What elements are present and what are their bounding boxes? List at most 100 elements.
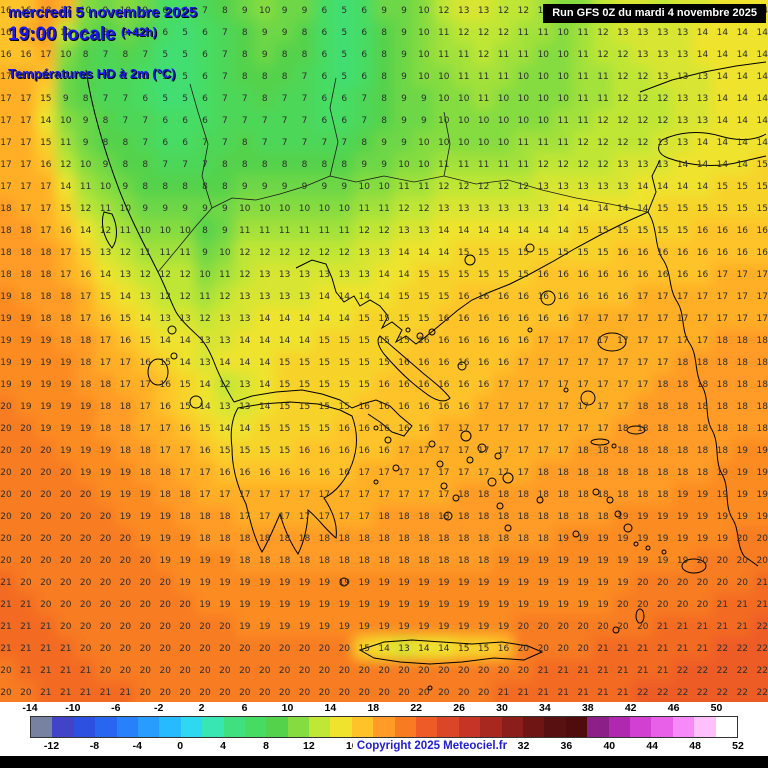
temp-cell: [652, 372, 673, 396]
temp-value: 19: [418, 600, 430, 610]
temp-cell: [274, 86, 295, 110]
temp-value: 14: [677, 182, 689, 192]
scale-label-52: 52: [732, 740, 744, 752]
temp-value: 17: [478, 424, 489, 434]
temp-cell: [592, 240, 614, 264]
temp-value: 10: [538, 72, 550, 82]
temp-cell: [751, 240, 768, 264]
temp-cell: [413, 64, 435, 88]
temp-value: 12: [259, 248, 270, 258]
temp-cell: [373, 548, 395, 572]
temp-value: 6: [162, 116, 168, 126]
temp-cell: [154, 174, 176, 198]
temp-value: 20: [60, 622, 72, 632]
temp-value: 10: [120, 6, 132, 16]
temp-cell: [254, 218, 275, 242]
temp-cell: [473, 438, 494, 462]
temp-cell: [75, 262, 96, 286]
temp-value: 14: [756, 72, 768, 82]
temp-cell: [294, 240, 315, 264]
temp-cell: [632, 570, 653, 594]
temp-value: 19: [756, 468, 768, 478]
temp-value: 18: [677, 402, 689, 412]
temp-value: 16: [657, 270, 669, 280]
temp-value: 16: [199, 446, 211, 456]
temp-cell: [751, 372, 768, 396]
temp-cell: [433, 592, 454, 616]
temp-cell: [513, 240, 534, 264]
temp-value: 14: [737, 50, 749, 60]
temp-cell: [513, 174, 534, 198]
temp-cell: [712, 108, 733, 132]
temp-cell: [572, 394, 594, 418]
temp-value: 19: [159, 534, 171, 544]
temp-cell: [334, 658, 355, 682]
temp-value: 16: [458, 358, 470, 368]
temp-value: 14: [199, 402, 211, 412]
temp-value: 14: [498, 226, 510, 236]
temp-cell: [95, 636, 116, 660]
temp-cell: [672, 218, 693, 242]
temp-cell: [652, 460, 673, 484]
temp-value: 9: [302, 6, 308, 16]
temp-cell: [413, 482, 435, 506]
temp-value: 15: [80, 248, 91, 258]
temp-value: 20: [219, 688, 231, 698]
temp-cell: [135, 394, 156, 418]
temp-cell: [672, 482, 693, 506]
forecast-offset: (+42h): [121, 25, 157, 39]
temp-cell: [194, 394, 216, 418]
temp-cell: [95, 592, 116, 616]
temp-value: 18: [677, 380, 689, 390]
temp-value: 6: [182, 6, 188, 16]
temp-value: 12: [478, 28, 489, 38]
temp-value: 18: [717, 424, 729, 434]
temp-value: 18: [597, 512, 609, 522]
temp-value: 13: [299, 270, 310, 280]
temp-cell: [234, 284, 255, 308]
temp-cell: [115, 636, 136, 660]
temp-value: 19: [438, 578, 450, 588]
temp-value: 15: [577, 226, 588, 236]
temp-cell: [433, 86, 454, 110]
temp-cell: [493, 130, 514, 154]
temp-cell: [174, 614, 196, 638]
temp-value: 19: [179, 534, 191, 544]
temp-cell: [632, 130, 653, 154]
temp-cell: [413, 570, 435, 594]
temp-value: 19: [717, 534, 729, 544]
temp-cell: [214, 350, 236, 374]
temp-value: 19: [100, 490, 112, 500]
temp-cell: [214, 0, 236, 22]
temp-cell: [314, 64, 335, 88]
temp-value: 7: [222, 28, 228, 38]
temp-value: 16: [617, 248, 629, 258]
temp-value: 9: [401, 6, 407, 16]
temp-value: 14: [737, 94, 749, 104]
temp-cell: [572, 240, 594, 264]
temp-value: 17: [717, 270, 728, 280]
temp-value: 20: [677, 600, 689, 610]
temp-value: 14: [259, 380, 271, 390]
temp-value: 19: [199, 578, 211, 588]
temp-value: 14: [339, 314, 351, 324]
temp-cell: [552, 438, 574, 462]
temp-cell: [552, 130, 574, 154]
temp-cell: [433, 20, 454, 44]
temp-cell: [95, 262, 116, 286]
temp-value: 12: [637, 138, 648, 148]
temp-cell: [135, 350, 156, 374]
temp-cell: [15, 284, 37, 308]
temp-cell: [214, 394, 236, 418]
temp-value: 16: [159, 380, 171, 390]
temp-cell: [194, 614, 216, 638]
temp-value: 16: [717, 248, 729, 258]
temp-value: 21: [597, 644, 608, 654]
scale-label-2: 2: [198, 702, 205, 714]
temp-value: 11: [418, 182, 429, 192]
temp-value: 10: [538, 94, 550, 104]
temp-cell: [652, 394, 673, 418]
temp-value: 19: [557, 578, 569, 588]
temp-value: 17: [637, 380, 648, 390]
temp-value: 18: [100, 402, 112, 412]
